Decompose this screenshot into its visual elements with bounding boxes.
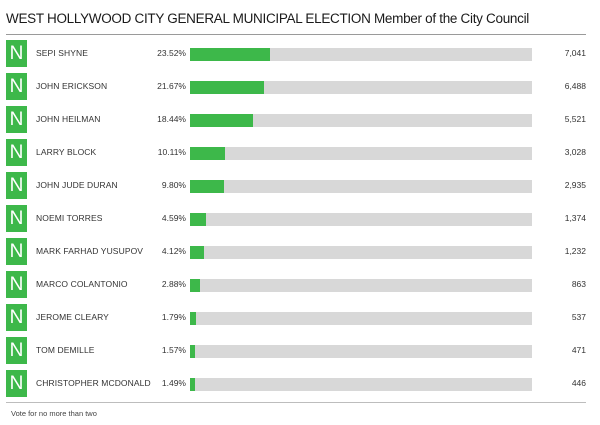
candidate-name: MARK FARHAD YUSUPOV bbox=[36, 246, 144, 256]
candidate-badge-icon: N bbox=[6, 304, 27, 331]
candidate-row: N JOHN HEILMAN 18.44% 5,521 bbox=[0, 104, 600, 137]
percent-label: 18.44% bbox=[157, 114, 186, 124]
vote-count: 1,232 bbox=[564, 246, 586, 256]
candidate-badge-icon: N bbox=[6, 238, 27, 265]
vote-count: 446 bbox=[571, 378, 586, 388]
percent-label: 1.57% bbox=[161, 345, 186, 355]
candidate-badge-icon: N bbox=[6, 337, 27, 364]
percent-label: 4.59% bbox=[161, 213, 186, 223]
percent-label: 2.88% bbox=[161, 279, 186, 289]
candidate-badge-icon: N bbox=[6, 139, 27, 166]
bar-fill bbox=[190, 279, 200, 292]
vote-instruction-note: Vote for no more than two bbox=[11, 409, 97, 418]
candidate-name: JOHN ERICKSON bbox=[36, 81, 108, 91]
candidate-row: N JOHN JUDE DURAN 9.80% 2,935 bbox=[0, 170, 600, 203]
vote-count: 6,488 bbox=[564, 81, 586, 91]
candidate-row: N CHRISTOPHER MCDONALD 1.49% 446 bbox=[0, 368, 600, 401]
candidate-badge-icon: N bbox=[6, 205, 27, 232]
candidate-row: N TOM DEMILLE 1.57% 471 bbox=[0, 335, 600, 368]
candidate-badge-icon: N bbox=[6, 172, 27, 199]
vote-count: 863 bbox=[571, 279, 586, 289]
candidate-name: SEPI SHYNE bbox=[36, 48, 89, 58]
bar-track bbox=[190, 312, 532, 325]
vote-count: 3,028 bbox=[564, 147, 586, 157]
candidate-row: N SEPI SHYNE 23.52% 7,041 bbox=[0, 38, 600, 71]
vote-count: 1,374 bbox=[564, 213, 586, 223]
bar-fill bbox=[190, 147, 225, 160]
candidate-badge-icon: N bbox=[6, 106, 27, 133]
candidate-name: JOHN HEILMAN bbox=[36, 114, 101, 124]
chart-title: WEST HOLLYWOOD CITY GENERAL MUNICIPAL EL… bbox=[6, 11, 529, 26]
bar-fill bbox=[190, 213, 206, 226]
bar-fill bbox=[190, 345, 196, 358]
candidate-name: MARCO COLANTONIO bbox=[36, 279, 128, 289]
bar-track bbox=[190, 345, 532, 358]
bar-fill bbox=[190, 246, 205, 259]
candidate-name: NOEMI TORRES bbox=[36, 213, 103, 223]
bar-fill bbox=[190, 48, 271, 61]
bar-fill bbox=[190, 180, 224, 193]
candidate-badge-icon: N bbox=[6, 370, 27, 397]
candidate-badge-icon: N bbox=[6, 40, 27, 67]
vote-count: 471 bbox=[571, 345, 586, 355]
vote-count: 537 bbox=[571, 312, 586, 322]
vote-count: 5,521 bbox=[564, 114, 586, 124]
percent-label: 23.52% bbox=[157, 48, 186, 58]
bar-track bbox=[190, 246, 532, 259]
percent-label: 21.67% bbox=[157, 81, 186, 91]
candidate-row: N LARRY BLOCK 10.11% 3,028 bbox=[0, 137, 600, 170]
percent-label: 1.79% bbox=[161, 312, 186, 322]
percent-label: 9.80% bbox=[161, 180, 186, 190]
bar-fill bbox=[190, 114, 254, 127]
bar-track bbox=[190, 81, 532, 94]
candidate-name: JEROME CLEARY bbox=[36, 312, 109, 322]
vote-count: 2,935 bbox=[564, 180, 586, 190]
candidate-name: TOM DEMILLE bbox=[36, 345, 95, 355]
bar-fill bbox=[190, 81, 265, 94]
percent-label: 4.12% bbox=[161, 246, 186, 256]
bar-track bbox=[190, 279, 532, 292]
bar-track bbox=[190, 48, 532, 61]
percent-label: 1.49% bbox=[161, 378, 186, 388]
title-divider bbox=[6, 34, 586, 35]
vote-count: 7,041 bbox=[564, 48, 586, 58]
bar-fill bbox=[190, 312, 197, 325]
footer-divider bbox=[6, 402, 586, 403]
candidate-name: JOHN JUDE DURAN bbox=[36, 180, 118, 190]
candidate-badge-icon: N bbox=[6, 271, 27, 298]
candidate-row: N MARK FARHAD YUSUPOV 4.12% 1,232 bbox=[0, 236, 600, 269]
candidate-row: N NOEMI TORRES 4.59% 1,374 bbox=[0, 203, 600, 236]
percent-label: 10.11% bbox=[157, 147, 186, 157]
bar-track bbox=[190, 147, 532, 160]
candidate-name: CHRISTOPHER MCDONALD bbox=[36, 378, 151, 388]
bar-fill bbox=[190, 378, 196, 391]
bar-track bbox=[190, 180, 532, 193]
candidate-name: LARRY BLOCK bbox=[36, 147, 97, 157]
bar-track bbox=[190, 213, 532, 226]
bar-track bbox=[190, 378, 532, 391]
candidate-badge-icon: N bbox=[6, 73, 27, 100]
candidate-row: N MARCO COLANTONIO 2.88% 863 bbox=[0, 269, 600, 302]
candidate-row: N JEROME CLEARY 1.79% 537 bbox=[0, 302, 600, 335]
candidate-row: N JOHN ERICKSON 21.67% 6,488 bbox=[0, 71, 600, 104]
bar-track bbox=[190, 114, 532, 127]
